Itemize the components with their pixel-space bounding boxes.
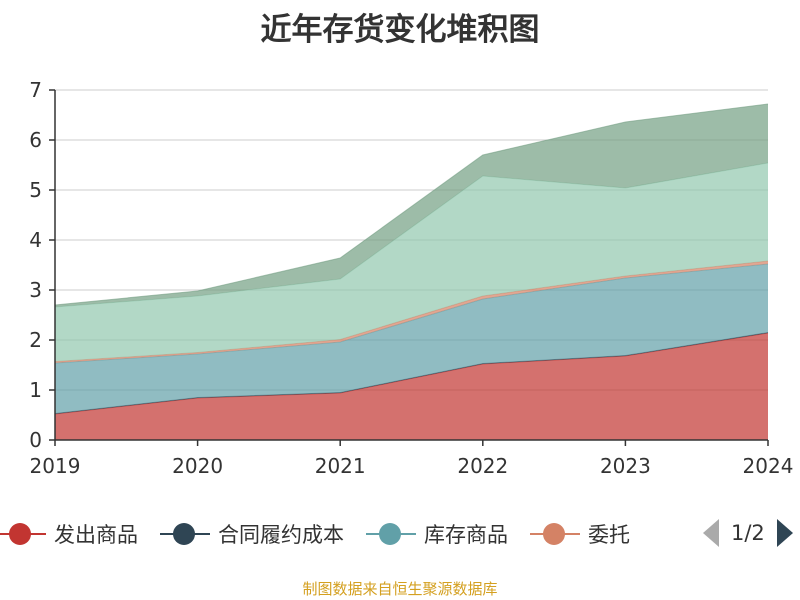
x-tick-label: 2024 [743, 454, 794, 478]
area-series-6 [55, 104, 768, 307]
line-series-6 [54, 103, 769, 306]
chart-title: 近年存货变化堆积图 [260, 12, 540, 48]
x-tick-label: 2019 [30, 454, 81, 478]
y-tick-label: 5 [29, 178, 42, 202]
x-tick-label: 2021 [315, 454, 366, 478]
legend-item[interactable]: 库存商品 [366, 519, 508, 549]
area-series-3 [55, 264, 768, 414]
legend-item[interactable]: 合同履约成本 [160, 519, 344, 549]
x-tick-label: 2020 [172, 454, 223, 478]
y-tick-label: 2 [29, 328, 42, 352]
y-tick-label: 7 [29, 78, 42, 102]
area-series-5 [55, 163, 768, 362]
legend-pager: 1/2 [703, 519, 793, 547]
legend-label: 发出商品 [54, 523, 138, 547]
x-tick-label: 2023 [600, 454, 651, 478]
legend-page: 1/2 [731, 521, 765, 545]
legend-prev-icon[interactable] [703, 519, 719, 547]
legend-marker-icon [530, 522, 580, 546]
legend-marker-icon [0, 522, 46, 546]
y-tick-label: 3 [29, 278, 42, 302]
legend-marker-icon [160, 522, 210, 546]
legend: 发出商品 合同履约成本 库存商品 委托 [0, 518, 800, 550]
legend-item[interactable]: 委托 [530, 519, 630, 549]
source-note: 制图数据来自恒生聚源数据库 [302, 580, 498, 598]
legend-next-icon[interactable] [776, 519, 793, 547]
y-tick-label: 6 [29, 128, 42, 152]
y-tick-label: 4 [29, 228, 42, 252]
legend-label: 委托 [588, 523, 630, 547]
area-series-1 [55, 333, 768, 440]
legend-label: 库存商品 [424, 523, 508, 547]
legend-marker-icon [366, 522, 416, 546]
legend-item[interactable]: 发出商品 [0, 519, 138, 549]
y-tick-label: 1 [29, 378, 42, 402]
y-tick-label: 0 [29, 428, 42, 452]
x-tick-label: 2022 [457, 454, 508, 478]
legend-label: 合同履约成本 [218, 523, 344, 547]
